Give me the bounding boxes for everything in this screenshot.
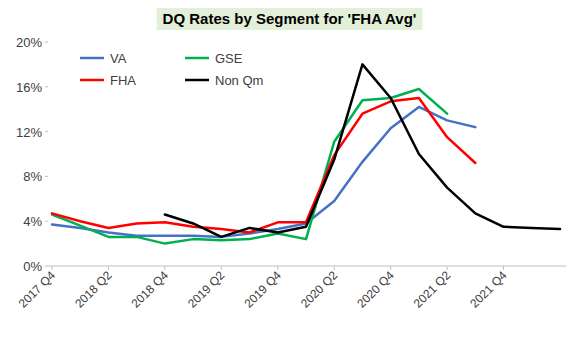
legend-label: Non Qm xyxy=(215,73,263,88)
x-tick xyxy=(52,266,53,270)
x-tick-label: 2020 Q4 xyxy=(354,268,397,311)
y-tick-label: 16% xyxy=(16,80,42,95)
x-tick-label: 2020 Q2 xyxy=(298,268,341,311)
y-tick-label: 4% xyxy=(23,214,42,229)
x-tick xyxy=(164,266,165,270)
x-tick-label: 2018 Q2 xyxy=(72,268,115,311)
y-tick-label: 20% xyxy=(16,35,42,50)
x-tick-label: 2018 Q4 xyxy=(129,268,172,311)
y-tick-label: 12% xyxy=(16,125,42,140)
legend: VA GSE FHA Non Qm xyxy=(80,51,263,88)
x-tick xyxy=(221,266,222,270)
y-tick xyxy=(45,131,48,132)
title: DQ Rates by Segment for 'FHA Avg' xyxy=(163,10,417,27)
series-line xyxy=(52,89,447,244)
y-tick-label: 8% xyxy=(23,169,42,184)
x-tick-label: 2019 Q4 xyxy=(241,268,284,311)
x-tick xyxy=(503,266,504,270)
y-axis: 0% 4% 8% 12% 16% 20% xyxy=(16,35,48,274)
legend-label: VA xyxy=(110,51,127,66)
y-tick-label: 0% xyxy=(23,259,42,274)
legend-label: GSE xyxy=(215,51,243,66)
legend-swatch xyxy=(80,79,104,82)
x-tick-label: 2017 Q4 xyxy=(16,268,59,311)
chart: DQ Rates by Segment for 'FHA Avg' 0% 4% 8% 1… xyxy=(0,0,579,344)
title-group: DQ Rates by Segment for 'FHA Avg' xyxy=(157,8,423,30)
y-tick xyxy=(45,86,48,87)
x-tick-label: 2021 Q4 xyxy=(467,268,510,311)
x-tick xyxy=(334,266,335,270)
x-tick xyxy=(277,266,278,270)
x-axis: 2017 Q4 2018 Q2 2018 Q4 2019 Q2 2019 Q4 2020 … xyxy=(16,266,566,311)
title-background xyxy=(157,8,423,30)
x-tick xyxy=(108,266,109,270)
legend-swatch xyxy=(185,79,209,82)
y-tick xyxy=(45,266,48,267)
legend-swatch xyxy=(80,57,104,60)
x-tick xyxy=(447,266,448,270)
lines xyxy=(52,64,560,243)
y-tick xyxy=(45,176,48,177)
x-tick-label: 2019 Q2 xyxy=(185,268,228,311)
x-axis-line xyxy=(48,266,566,267)
series-line xyxy=(52,107,475,237)
y-tick xyxy=(45,221,48,222)
series-line xyxy=(52,98,475,232)
legend-label: FHA xyxy=(110,73,136,88)
x-tick xyxy=(390,266,391,270)
y-tick xyxy=(45,42,48,43)
legend-swatch xyxy=(185,57,209,60)
x-tick-label: 2021 Q2 xyxy=(411,268,454,311)
series-line xyxy=(165,64,560,236)
